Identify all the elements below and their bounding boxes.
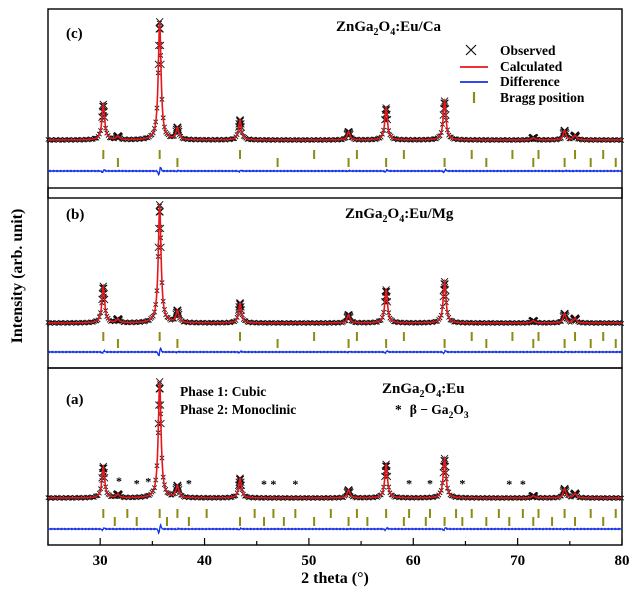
x-axis: 30 40 50 60 70 80 [47, 538, 630, 569]
legend-observed-marker [465, 44, 477, 56]
panel-c-frame [47, 8, 623, 199]
panel-a-frame [47, 367, 623, 546]
impurity-star-marker: * [134, 476, 140, 490]
x-tick-label: 80 [615, 553, 630, 569]
panel-b-sample-label: ZnGa2O4:Eu/Mg [345, 206, 454, 225]
x-tick-label: 60 [406, 553, 421, 569]
difference-series [47, 346, 623, 357]
bragg-positions [102, 509, 617, 526]
panel-a-impurity-label: * β − Ga2O3 [395, 402, 469, 421]
panel-b-traces [45, 201, 625, 357]
impurity-star-marker: * [406, 477, 412, 491]
legend-bragg-label: Bragg position [500, 90, 585, 105]
impurity-star-marker: * [292, 477, 298, 491]
legend-calculated-label: Calculated [500, 59, 563, 74]
impurity-star-marker: * [261, 477, 267, 491]
panel-b-frame [47, 187, 623, 369]
panel-c-sample-label: ZnGa2O4:Eu/Ca [336, 19, 442, 38]
legend-observed-label: Observed [500, 43, 556, 58]
panel-a-phase2: Phase 2: Monoclinic [180, 402, 296, 417]
legend-difference: Difference [460, 74, 560, 89]
panel-a-phase1: Phase 1: Cubic [180, 384, 266, 399]
legend-difference-label: Difference [500, 74, 560, 89]
panel-c-tag: (c) [66, 26, 83, 42]
legend-observed: Observed [465, 43, 556, 58]
calculated-series [48, 381, 622, 499]
impurity-star-marker: * [520, 477, 526, 491]
x-tick-label: 50 [301, 553, 316, 569]
panel-b-tag: (b) [66, 207, 84, 223]
impurity-star-marker: * [427, 476, 433, 490]
panel-c-traces [45, 18, 625, 177]
x-axis-label: 2 theta (°) [301, 570, 369, 587]
difference-series [47, 166, 623, 177]
panel-a-traces: * * * * * * * * * * * * [45, 378, 625, 535]
x-tick-label: 40 [197, 553, 212, 569]
observed-series [45, 378, 625, 502]
legend-calculated: Calculated [460, 59, 563, 74]
difference-series [47, 522, 623, 535]
panel-a-tag: (a) [66, 392, 84, 408]
bragg-positions [102, 150, 617, 167]
observed-series [45, 201, 625, 327]
calculated-series [48, 21, 622, 141]
x-tick-label: 30 [93, 553, 108, 569]
x-tick-label: 70 [510, 553, 525, 569]
legend-bragg: Bragg position [472, 90, 585, 105]
panel-a-sample-label: ZnGa2O4:Eu [382, 381, 465, 400]
bragg-positions [102, 332, 617, 348]
data-traces: * * * * * * * * * * * * [45, 18, 625, 535]
impurity-star-marker: * [116, 474, 122, 488]
impurity-star-marker: * [270, 477, 276, 491]
calculated-series [48, 204, 622, 324]
y-axis-label: Intensity (arb. unit) [9, 209, 26, 344]
impurity-star-marker: * [506, 477, 512, 491]
legend: Observed Calculated Difference Bragg pos… [460, 43, 585, 105]
impurity-star-marker: * [186, 476, 192, 490]
impurity-star-marker: * [459, 477, 465, 491]
impurity-star-marker: * [145, 474, 151, 488]
